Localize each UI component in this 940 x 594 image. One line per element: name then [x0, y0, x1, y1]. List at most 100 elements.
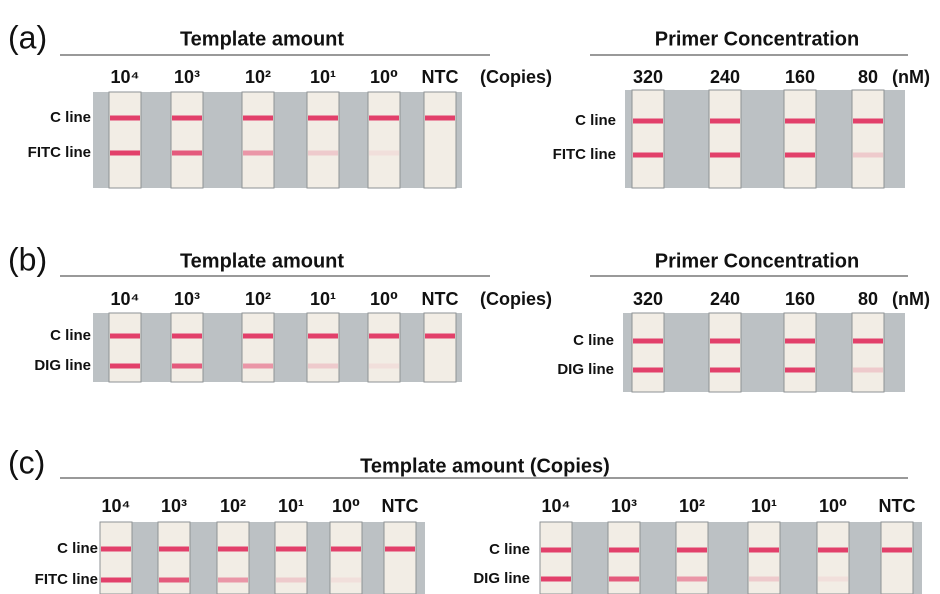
lane-label: 10² — [245, 289, 271, 309]
test-band — [243, 151, 273, 156]
test-band — [710, 153, 740, 158]
test-band — [110, 364, 140, 369]
panel-label: (c) — [8, 444, 45, 480]
test-band — [308, 364, 338, 369]
line-label: DIG line — [34, 357, 91, 374]
panel-heading: Template amount (Copies) — [360, 455, 610, 477]
test-band — [159, 578, 189, 583]
control-band — [276, 547, 306, 552]
control-band — [172, 334, 202, 339]
line-label: C line — [489, 541, 530, 558]
test-strip — [330, 522, 362, 594]
test-band — [369, 364, 399, 369]
test-band — [633, 153, 663, 158]
lane-label: 240 — [710, 67, 740, 87]
test-band — [172, 364, 202, 369]
test-strip — [171, 92, 203, 188]
strip-photo — [93, 313, 462, 382]
test-strip — [709, 90, 741, 188]
test-band — [749, 577, 779, 582]
lane-label: 160 — [785, 67, 815, 87]
group-heading: Primer Concentration — [655, 250, 859, 272]
test-band — [425, 151, 455, 156]
control-band — [785, 119, 815, 124]
lane-label: NTC — [382, 496, 419, 516]
test-strip — [217, 522, 249, 594]
test-strip — [709, 313, 741, 392]
test-band — [541, 577, 571, 582]
lane-label: 10⁴ — [111, 289, 140, 309]
control-band — [425, 116, 455, 121]
lane-label: 10¹ — [278, 496, 304, 516]
control-band — [785, 339, 815, 344]
control-band — [385, 547, 415, 552]
test-band — [710, 368, 740, 373]
test-strip — [632, 90, 664, 188]
control-band — [710, 339, 740, 344]
test-band — [785, 368, 815, 373]
test-strip — [242, 313, 274, 382]
line-label: FITC line — [28, 144, 91, 161]
lane-label: 80 — [858, 67, 878, 87]
unit-label: (Copies) — [480, 289, 552, 309]
test-band — [385, 578, 415, 583]
line-label: C line — [50, 109, 91, 126]
test-band — [110, 151, 140, 156]
strip-photo — [103, 522, 425, 594]
test-strip — [748, 522, 780, 594]
test-strip — [275, 522, 307, 594]
lane-label: 10⁰ — [370, 289, 398, 309]
figure: (a)Template amount(Copies)10⁴10³10²10¹10… — [0, 0, 940, 594]
control-band — [243, 116, 273, 121]
test-band — [243, 364, 273, 369]
line-label: DIG line — [557, 361, 614, 378]
lane-label: 80 — [858, 289, 878, 309]
test-band — [218, 578, 248, 583]
control-band — [331, 547, 361, 552]
test-band — [633, 368, 663, 373]
test-strip — [100, 522, 132, 594]
test-strip — [784, 90, 816, 188]
lane-label: 10³ — [161, 496, 187, 516]
test-band — [853, 368, 883, 373]
test-strip — [784, 313, 816, 392]
control-band — [882, 548, 912, 553]
control-band — [101, 547, 131, 552]
test-strip — [424, 313, 456, 382]
control-band — [159, 547, 189, 552]
lane-label: 10¹ — [310, 67, 336, 87]
test-band — [609, 577, 639, 582]
unit-label: (nM) — [892, 289, 930, 309]
test-strip — [881, 522, 913, 594]
control-band — [218, 547, 248, 552]
lane-label: 320 — [633, 289, 663, 309]
control-band — [853, 119, 883, 124]
group-heading: Template amount — [180, 28, 344, 50]
test-strip — [307, 92, 339, 188]
control-band — [677, 548, 707, 553]
test-band — [308, 151, 338, 156]
group-heading: Primer Concentration — [655, 28, 859, 50]
unit-label: (Copies) — [480, 67, 552, 87]
test-strip — [307, 313, 339, 382]
lane-label: 10¹ — [310, 289, 336, 309]
test-strip — [817, 522, 849, 594]
lane-label: NTC — [879, 496, 916, 516]
line-label: FITC line — [553, 146, 616, 163]
test-strip — [632, 313, 664, 392]
strip-photo — [93, 92, 462, 188]
test-band — [425, 364, 455, 369]
lane-label: 10⁴ — [102, 496, 131, 516]
control-band — [541, 548, 571, 553]
lane-label: 10³ — [174, 67, 200, 87]
test-strip — [109, 313, 141, 382]
test-strip — [242, 92, 274, 188]
test-strip — [158, 522, 190, 594]
control-band — [818, 548, 848, 553]
control-band — [749, 548, 779, 553]
test-band — [101, 578, 131, 583]
test-strip — [676, 522, 708, 594]
lane-label: 10⁰ — [332, 496, 360, 516]
line-label: C line — [573, 332, 614, 349]
control-band — [110, 334, 140, 339]
